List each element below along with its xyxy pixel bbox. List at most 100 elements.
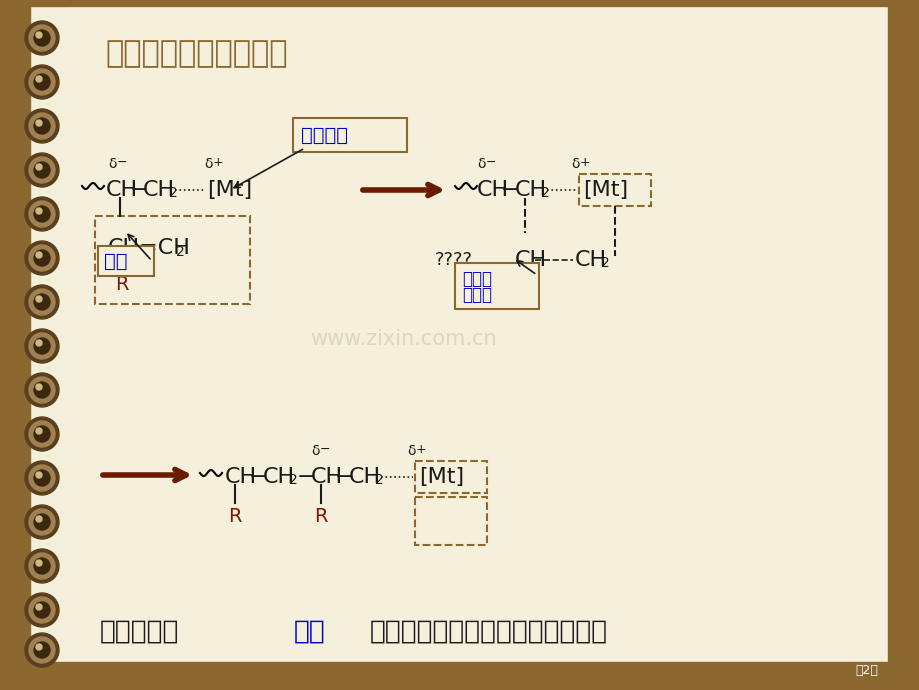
Text: ????: ???? <box>435 251 472 269</box>
Circle shape <box>25 21 59 55</box>
Text: +: + <box>213 156 223 169</box>
Circle shape <box>34 118 50 134</box>
Bar <box>0 662 919 690</box>
Text: −: − <box>297 467 315 487</box>
Circle shape <box>29 637 55 663</box>
Circle shape <box>36 32 42 38</box>
Circle shape <box>29 597 55 623</box>
Circle shape <box>34 338 50 354</box>
Text: CH: CH <box>574 250 607 270</box>
Circle shape <box>36 252 42 258</box>
Circle shape <box>29 333 55 359</box>
Circle shape <box>25 593 59 627</box>
Text: −: − <box>335 467 353 487</box>
Circle shape <box>25 109 59 143</box>
Text: CH: CH <box>476 180 508 200</box>
Text: +: + <box>579 156 590 169</box>
Circle shape <box>25 153 59 187</box>
Circle shape <box>36 164 42 170</box>
Circle shape <box>36 384 42 390</box>
Text: R: R <box>115 275 129 293</box>
Circle shape <box>34 602 50 618</box>
Circle shape <box>34 294 50 310</box>
Circle shape <box>25 329 59 363</box>
Circle shape <box>25 65 59 99</box>
Text: −: − <box>130 180 149 200</box>
Text: 2: 2 <box>375 473 383 487</box>
Circle shape <box>34 642 50 658</box>
Circle shape <box>36 340 42 346</box>
Text: 2: 2 <box>176 245 185 259</box>
Text: 2: 2 <box>169 186 177 200</box>
Circle shape <box>36 604 42 610</box>
Circle shape <box>29 69 55 95</box>
Text: [Mt]: [Mt] <box>418 467 463 487</box>
Text: δ: δ <box>406 444 415 458</box>
Text: CH: CH <box>311 467 343 487</box>
Circle shape <box>36 120 42 126</box>
Circle shape <box>36 516 42 522</box>
Circle shape <box>29 201 55 227</box>
Text: δ: δ <box>204 157 212 171</box>
FancyBboxPatch shape <box>578 174 651 206</box>
Circle shape <box>34 206 50 222</box>
Text: δ: δ <box>571 157 579 171</box>
Text: 链增加过程: 链增加过程 <box>100 619 179 645</box>
Circle shape <box>25 461 59 495</box>
Circle shape <box>36 644 42 650</box>
Circle shape <box>25 633 59 667</box>
Circle shape <box>29 553 55 579</box>
FancyBboxPatch shape <box>292 118 406 152</box>
Text: 环状过: 环状过 <box>461 270 492 288</box>
Circle shape <box>29 421 55 447</box>
Text: 过渡金属: 过渡金属 <box>301 126 347 144</box>
Text: −: − <box>320 443 330 456</box>
Text: CH: CH <box>348 467 380 487</box>
Circle shape <box>34 30 50 46</box>
Bar <box>0 0 30 690</box>
Circle shape <box>34 470 50 486</box>
Circle shape <box>25 505 59 539</box>
Circle shape <box>36 76 42 82</box>
Circle shape <box>25 197 59 231</box>
Circle shape <box>36 296 42 302</box>
Text: +: + <box>415 443 426 456</box>
Circle shape <box>29 245 55 271</box>
Bar <box>0 0 919 6</box>
Circle shape <box>25 285 59 319</box>
Text: 第2页: 第2页 <box>854 664 877 676</box>
Circle shape <box>25 241 59 275</box>
Circle shape <box>25 373 59 407</box>
Text: δ: δ <box>108 157 117 171</box>
FancyBboxPatch shape <box>414 497 486 545</box>
Text: R: R <box>517 293 531 311</box>
Text: CH: CH <box>106 180 138 200</box>
FancyBboxPatch shape <box>414 461 486 493</box>
Text: CH: CH <box>142 180 175 200</box>
Circle shape <box>29 25 55 51</box>
Text: CH=CH: CH=CH <box>108 238 190 258</box>
Text: 是单体对增加链端络合物插入反应: 是单体对增加链端络合物插入反应 <box>369 619 607 645</box>
Text: CH: CH <box>263 467 295 487</box>
Circle shape <box>36 428 42 434</box>
Circle shape <box>36 208 42 214</box>
Text: δ: δ <box>311 444 319 458</box>
Circle shape <box>34 426 50 442</box>
Text: δ: δ <box>476 157 485 171</box>
Text: −: − <box>249 467 267 487</box>
FancyBboxPatch shape <box>98 246 153 276</box>
Circle shape <box>25 417 59 451</box>
Text: 本质: 本质 <box>294 619 325 645</box>
Circle shape <box>29 509 55 535</box>
Text: R: R <box>228 508 241 526</box>
Text: −: − <box>501 180 519 200</box>
Text: 2: 2 <box>289 473 298 487</box>
Circle shape <box>29 113 55 139</box>
Circle shape <box>29 157 55 183</box>
Circle shape <box>29 289 55 315</box>
Bar <box>887 0 919 690</box>
Text: CH: CH <box>515 250 547 270</box>
Text: 渡状态: 渡状态 <box>461 286 492 304</box>
Text: [Mt]: [Mt] <box>207 180 252 200</box>
Circle shape <box>34 74 50 90</box>
